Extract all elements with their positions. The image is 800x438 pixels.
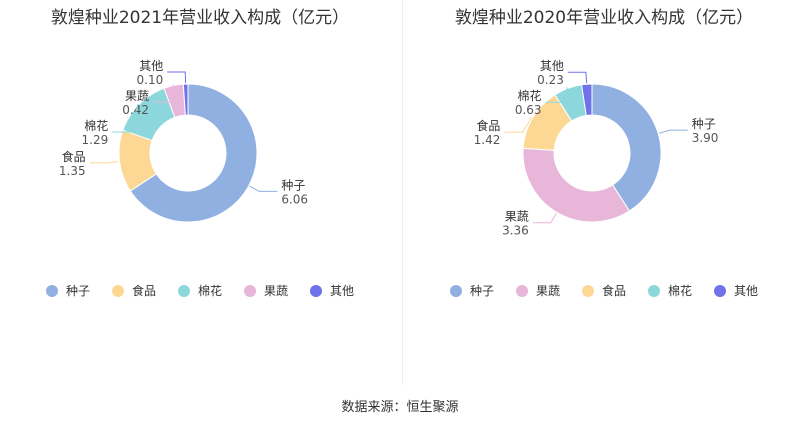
slice-value-其他: 0.23 bbox=[537, 73, 564, 87]
legend-swatch bbox=[449, 284, 462, 297]
data-source: 数据来源：恒生聚源 bbox=[341, 400, 459, 415]
legend-item-果蔬[interactable]: 果蔬 bbox=[515, 282, 560, 299]
slice-label-果蔬: 果蔬 bbox=[125, 89, 149, 103]
legend: 种子 果蔬 食品 棉花 其他 bbox=[404, 282, 800, 299]
legend-item-其他[interactable]: 其他 bbox=[310, 282, 354, 299]
legend-label: 种子 bbox=[469, 284, 494, 298]
legend-swatch bbox=[45, 284, 58, 297]
legend-label: 果蔬 bbox=[264, 284, 289, 298]
legend-item-其他[interactable]: 其他 bbox=[714, 282, 758, 299]
legend-item-食品[interactable]: 食品 bbox=[111, 282, 156, 299]
slice-label-其他: 其他 bbox=[540, 59, 564, 73]
chart-title: 敦煌种业2021年营业收入构成（亿元） bbox=[50, 8, 350, 28]
legend-swatch bbox=[310, 284, 323, 297]
slice-value-种子: 6.06 bbox=[281, 192, 308, 206]
slice-label-食品: 食品 bbox=[476, 118, 500, 133]
leader-line-食品 bbox=[89, 161, 119, 164]
leader-line-棉花 bbox=[112, 103, 139, 133]
legend-item-食品[interactable]: 食品 bbox=[581, 282, 626, 299]
legend-label: 其他 bbox=[734, 284, 759, 298]
chart-panel-2020: 敦煌种业2020年营业收入构成（亿元） 其他 0.23 棉花 0.63 食品 1.42 果蔬… bbox=[404, 0, 800, 390]
panel-divider bbox=[402, 0, 403, 385]
slice-label-食品: 食品 bbox=[62, 149, 86, 164]
leader-line-其他 bbox=[567, 71, 588, 84]
chart-title: 敦煌种业2020年营业收入构成（亿元） bbox=[454, 8, 754, 28]
leader-line-其他 bbox=[167, 71, 187, 84]
slice-label-果蔬: 果蔬 bbox=[505, 210, 529, 224]
slice-label-其他: 其他 bbox=[139, 59, 163, 73]
slice-value-果蔬: 0.42 bbox=[122, 103, 149, 117]
legend-label: 种子 bbox=[65, 284, 90, 298]
legend-item-棉花[interactable]: 棉花 bbox=[648, 282, 692, 299]
legend-swatch bbox=[177, 284, 190, 297]
slice-label-种子: 种子 bbox=[692, 117, 716, 131]
donut-slice-其他 bbox=[182, 83, 189, 116]
legend: 种子 食品 棉花 果蔬 其他 bbox=[0, 282, 400, 299]
legend-item-果蔬[interactable]: 果蔬 bbox=[244, 282, 288, 299]
slice-value-种子: 3.90 bbox=[692, 131, 719, 145]
slice-value-食品: 1.35 bbox=[59, 164, 86, 178]
slice-value-棉花: 1.29 bbox=[82, 133, 109, 147]
donut-slice-种子 bbox=[591, 83, 662, 212]
legend-label: 棉花 bbox=[668, 284, 693, 298]
leader-line-果蔬 bbox=[153, 84, 174, 103]
legend-swatch bbox=[581, 284, 594, 297]
legend-label: 果蔬 bbox=[535, 284, 560, 298]
legend-swatch bbox=[648, 284, 660, 297]
legend-label: 棉花 bbox=[197, 284, 222, 298]
legend-item-种子[interactable]: 种子 bbox=[45, 282, 90, 299]
slice-value-棉花: 0.63 bbox=[515, 103, 542, 117]
legend-label: 食品 bbox=[131, 284, 156, 298]
donut-slice-其他 bbox=[581, 83, 593, 117]
donut-slice-果蔬 bbox=[522, 147, 631, 223]
legend-swatch bbox=[515, 284, 528, 297]
legend-item-种子[interactable]: 种子 bbox=[449, 282, 494, 299]
slice-label-棉花: 棉花 bbox=[84, 118, 108, 133]
leader-line-种子 bbox=[249, 185, 278, 192]
legend-label: 食品 bbox=[601, 284, 626, 298]
slice-value-其他: 0.10 bbox=[137, 73, 164, 87]
donut-chart-2021: 其他0.10 果蔬0.42 棉花1.29 食品1.35 种子6.06 bbox=[59, 59, 308, 223]
legend-swatch bbox=[714, 284, 727, 297]
leader-line-食品 bbox=[504, 116, 533, 133]
legend-label: 其他 bbox=[330, 284, 355, 298]
donut-slice-种子 bbox=[129, 83, 258, 223]
leader-line-棉花 bbox=[545, 87, 568, 103]
slice-label-棉花: 棉花 bbox=[518, 88, 542, 103]
legend-swatch bbox=[111, 284, 124, 297]
chart-panel-2021: 敦煌种业2021年营业收入构成（亿元） 其他 0.10 果蔬 0.42 棉花 1.29 食品… bbox=[0, 0, 400, 390]
slice-value-果蔬: 3.36 bbox=[502, 224, 529, 238]
legend-item-棉花[interactable]: 棉花 bbox=[177, 282, 222, 299]
leader-line-种子 bbox=[659, 129, 688, 134]
slice-label-种子: 种子 bbox=[281, 178, 305, 192]
leader-line-果蔬 bbox=[532, 213, 557, 224]
legend-swatch bbox=[244, 284, 256, 297]
slice-value-食品: 1.42 bbox=[474, 133, 501, 147]
